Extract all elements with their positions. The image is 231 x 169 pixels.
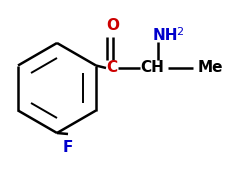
Text: F: F xyxy=(63,140,73,155)
Text: C: C xyxy=(106,61,118,76)
Text: CH: CH xyxy=(140,61,164,76)
Text: 2: 2 xyxy=(176,27,183,37)
Text: Me: Me xyxy=(198,61,224,76)
Text: O: O xyxy=(106,18,119,33)
Text: NH: NH xyxy=(153,28,179,42)
